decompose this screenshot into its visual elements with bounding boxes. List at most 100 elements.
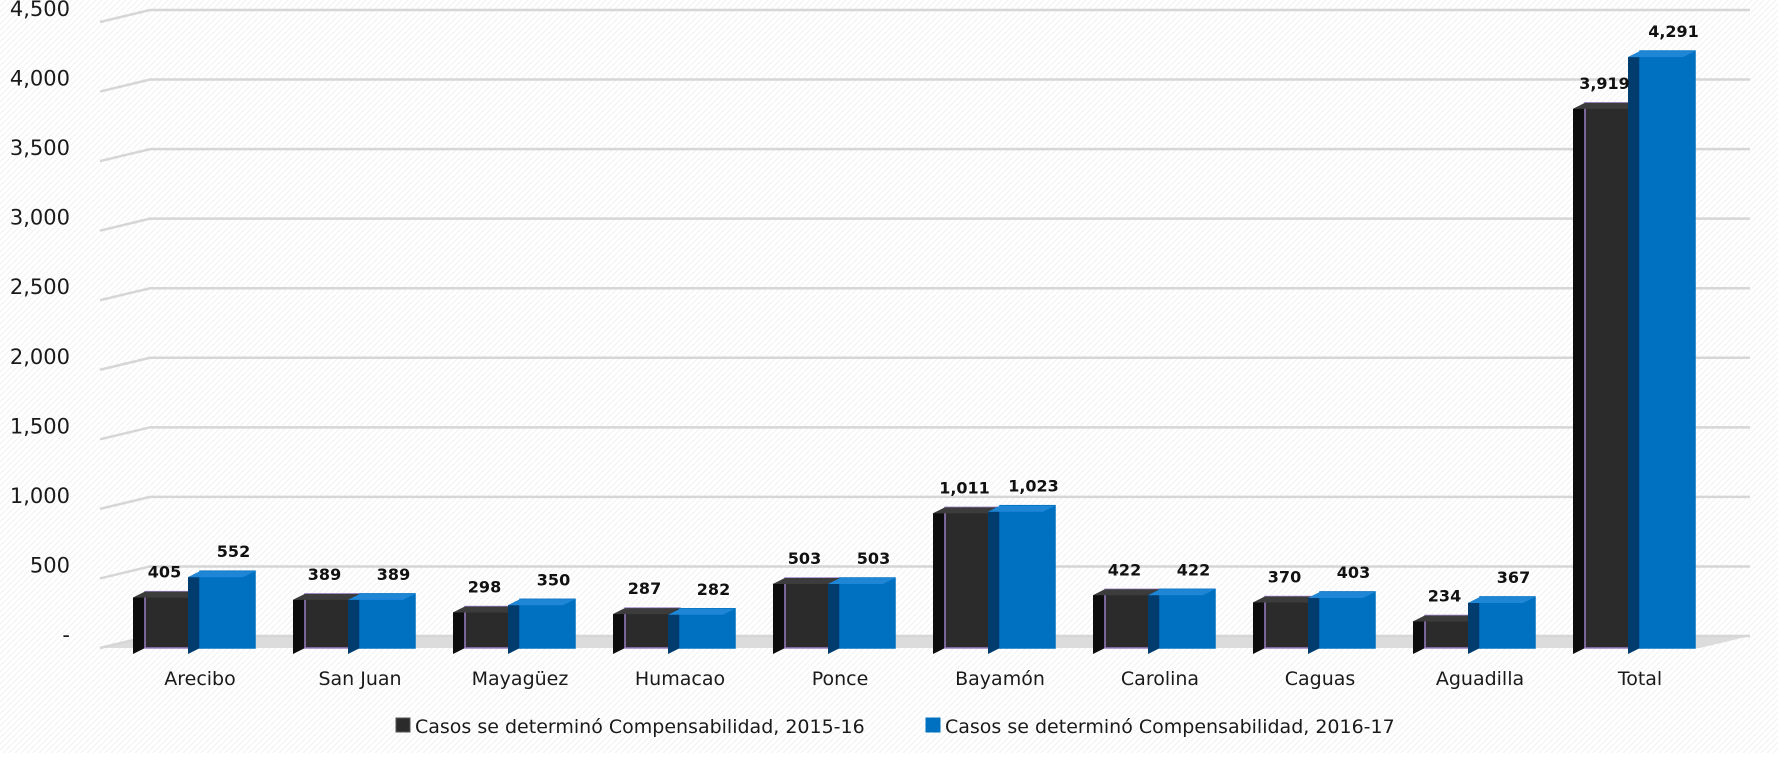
category-label: Ponce — [812, 668, 869, 690]
bar-top — [988, 505, 1055, 512]
bar-top — [348, 593, 415, 600]
bar-side — [348, 593, 360, 654]
bar-top — [933, 507, 1000, 514]
bar — [1148, 588, 1216, 654]
bar-top — [1308, 591, 1375, 598]
bar-side — [188, 571, 200, 654]
y-tick-label: 3,500 — [10, 136, 70, 160]
bar — [188, 570, 256, 654]
category-label: Total — [1617, 668, 1662, 690]
bar-side — [668, 608, 680, 654]
bar-front — [1159, 588, 1216, 649]
bar-side — [1148, 589, 1160, 654]
bar-top — [1468, 596, 1535, 603]
y-tick-label: 1,500 — [10, 414, 70, 438]
bar-side — [613, 608, 625, 654]
data-label: 503 — [788, 549, 821, 568]
gridline — [99, 78, 1750, 93]
y-tick-label: 1,000 — [10, 484, 70, 508]
bar-top — [668, 608, 735, 615]
bar — [988, 504, 1056, 654]
bar-front — [1639, 50, 1696, 649]
category-label: Arecibo — [164, 668, 236, 690]
gridline — [99, 217, 1750, 232]
bar-side — [1468, 596, 1480, 654]
bar-side — [828, 578, 840, 654]
bar-top — [508, 599, 575, 606]
bar-front — [1319, 591, 1376, 649]
legend-swatch — [925, 717, 941, 733]
bar-top — [453, 606, 520, 613]
data-label: 370 — [1268, 568, 1301, 587]
bar-side — [1413, 615, 1425, 654]
data-label: 405 — [148, 563, 181, 582]
legend: Casos se determinó Compensabilidad, 2015… — [395, 716, 1395, 738]
data-label: 3,919 — [1579, 74, 1630, 93]
bar-side — [133, 591, 145, 654]
data-label: 389 — [377, 565, 410, 584]
bar-side — [453, 606, 465, 654]
bar — [1308, 591, 1376, 654]
legend-item: Casos se determinó Compensabilidad, 2015… — [395, 716, 865, 738]
bar-front — [999, 504, 1056, 649]
data-label: 422 — [1108, 560, 1141, 579]
gridline — [99, 565, 1750, 580]
data-label: 403 — [1337, 563, 1370, 582]
data-label: 367 — [1497, 568, 1530, 587]
bar — [1468, 596, 1536, 654]
category-label: Humacao — [635, 668, 725, 690]
category-label: Mayagüez — [472, 668, 569, 690]
category-label: Caguas — [1285, 668, 1356, 690]
bars — [133, 50, 1696, 655]
bar-top — [1093, 589, 1160, 596]
data-label: 350 — [537, 570, 570, 589]
bar-front — [839, 577, 896, 649]
data-label: 282 — [697, 580, 730, 599]
bar-side — [508, 599, 520, 654]
data-labels: 405 552 389 389 298 350 287 282 503 503 1,011 1,023… — [148, 22, 1699, 605]
category-label: Aguadilla — [1436, 668, 1524, 690]
gridline — [99, 286, 1750, 302]
y-tick-label: 3,000 — [10, 206, 70, 230]
bar-top — [613, 608, 680, 615]
bar-side — [1253, 596, 1265, 654]
y-tick-label: - — [62, 623, 70, 647]
bar-side — [1573, 102, 1585, 655]
bar-top — [828, 578, 895, 585]
data-label: 503 — [857, 549, 890, 568]
bar-top — [1573, 102, 1640, 109]
data-label: 287 — [628, 579, 661, 598]
category-label: San Juan — [318, 668, 401, 690]
data-label: 4,291 — [1648, 22, 1699, 41]
data-label: 422 — [1177, 560, 1210, 579]
data-label: 1,023 — [1008, 477, 1059, 496]
legend-item: Casos se determinó Compensabilidad, 2016… — [925, 716, 1395, 738]
legend-label: Casos se determinó Compensabilidad, 2015… — [415, 716, 865, 738]
x-axis: Arecibo San Juan Mayagüez Humacao Ponce Bayam… — [164, 668, 1662, 690]
bar-side — [988, 505, 1000, 654]
gridline — [99, 8, 1750, 24]
bar-front — [1479, 596, 1536, 649]
bar-top — [1628, 51, 1695, 58]
y-tick-label: 4,500 — [10, 0, 70, 21]
data-label: 234 — [1428, 586, 1461, 605]
bar-top — [188, 571, 255, 578]
bar — [348, 593, 416, 654]
gridline — [99, 495, 1750, 511]
bar-front — [679, 608, 736, 649]
bar-top — [293, 593, 360, 600]
bar-front — [199, 570, 256, 649]
y-axis: - 500 1,000 1,500 2,000 2,500 3,000 3,500 4,000 4… — [10, 0, 70, 647]
gridline — [99, 426, 1750, 441]
data-label: 298 — [468, 578, 501, 597]
bar — [668, 608, 736, 654]
bar-side — [293, 593, 305, 654]
y-tick-label: 500 — [30, 553, 70, 577]
bar — [828, 577, 896, 654]
bar-side — [933, 507, 945, 654]
data-label: 1,011 — [939, 478, 990, 497]
bar-top — [1253, 596, 1320, 603]
bar-side — [1308, 591, 1320, 654]
bar-side — [773, 578, 785, 654]
